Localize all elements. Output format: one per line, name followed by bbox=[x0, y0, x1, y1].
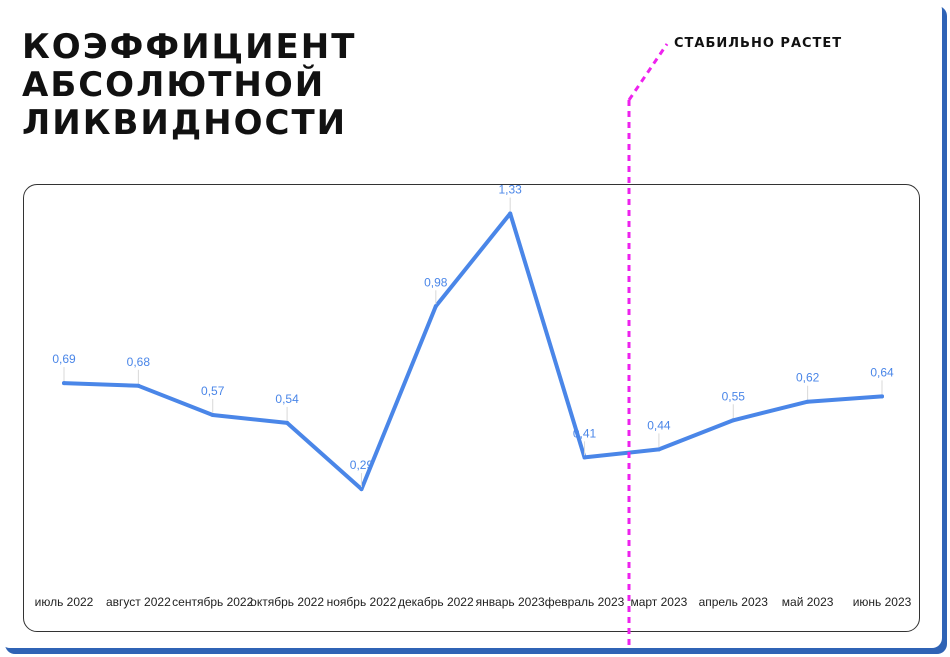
series-line bbox=[62, 211, 884, 492]
data-label: 0,29 bbox=[350, 458, 374, 472]
data-label: 0,41 bbox=[573, 426, 597, 440]
chart-layer: 0,69 июль 2022 0,68 август 2022 0,57 сентябрь… bbox=[35, 183, 912, 609]
x-tick-label: июль 2022 bbox=[35, 595, 94, 609]
data-label: 0,98 bbox=[424, 275, 448, 289]
annotation-leader-line bbox=[627, 43, 669, 101]
data-label: 0,68 bbox=[127, 355, 151, 369]
data-label: 0,54 bbox=[275, 392, 299, 406]
data-label: 0,64 bbox=[870, 365, 894, 379]
data-point bbox=[136, 383, 141, 388]
x-tick-label: декабрь 2022 bbox=[398, 595, 474, 609]
data-point bbox=[508, 211, 513, 216]
data-label: 0,57 bbox=[201, 384, 225, 398]
data-label: 1,33 bbox=[499, 183, 523, 197]
x-tick-label: сентябрь 2022 bbox=[172, 595, 253, 609]
annotation-layer bbox=[627, 43, 669, 650]
x-tick-label: май 2023 bbox=[782, 595, 834, 609]
x-tick-label: ноябрь 2022 bbox=[327, 595, 397, 609]
page-title: КОЭФФИЦИЕНТ АБСОЛЮТНОЙ ЛИКВИДНОСТИ bbox=[22, 27, 357, 143]
data-point bbox=[285, 420, 290, 425]
data-point bbox=[731, 418, 736, 423]
x-tick-label: август 2022 bbox=[106, 595, 171, 609]
x-tick-label: октябрь 2022 bbox=[250, 595, 324, 609]
data-label: 0,55 bbox=[722, 389, 746, 403]
data-label: 0,62 bbox=[796, 371, 820, 385]
data-point bbox=[210, 412, 215, 417]
data-point bbox=[62, 381, 66, 386]
data-point bbox=[880, 394, 884, 399]
x-tick-label: июнь 2023 bbox=[853, 595, 912, 609]
x-tick-label: январь 2023 bbox=[476, 595, 545, 609]
data-point bbox=[582, 455, 587, 460]
x-tick-label: март 2023 bbox=[630, 595, 687, 609]
data-label: 0,44 bbox=[647, 418, 671, 432]
data-point bbox=[656, 447, 661, 452]
data-point bbox=[359, 487, 364, 492]
data-point bbox=[805, 399, 810, 404]
data-label: 0,69 bbox=[52, 352, 76, 366]
annotation-label: СТАБИЛЬНО РАСТЕТ bbox=[674, 36, 843, 51]
x-tick-label: февраль 2023 bbox=[545, 595, 625, 609]
data-point bbox=[433, 304, 438, 309]
x-tick-label: апрель 2023 bbox=[699, 595, 769, 609]
